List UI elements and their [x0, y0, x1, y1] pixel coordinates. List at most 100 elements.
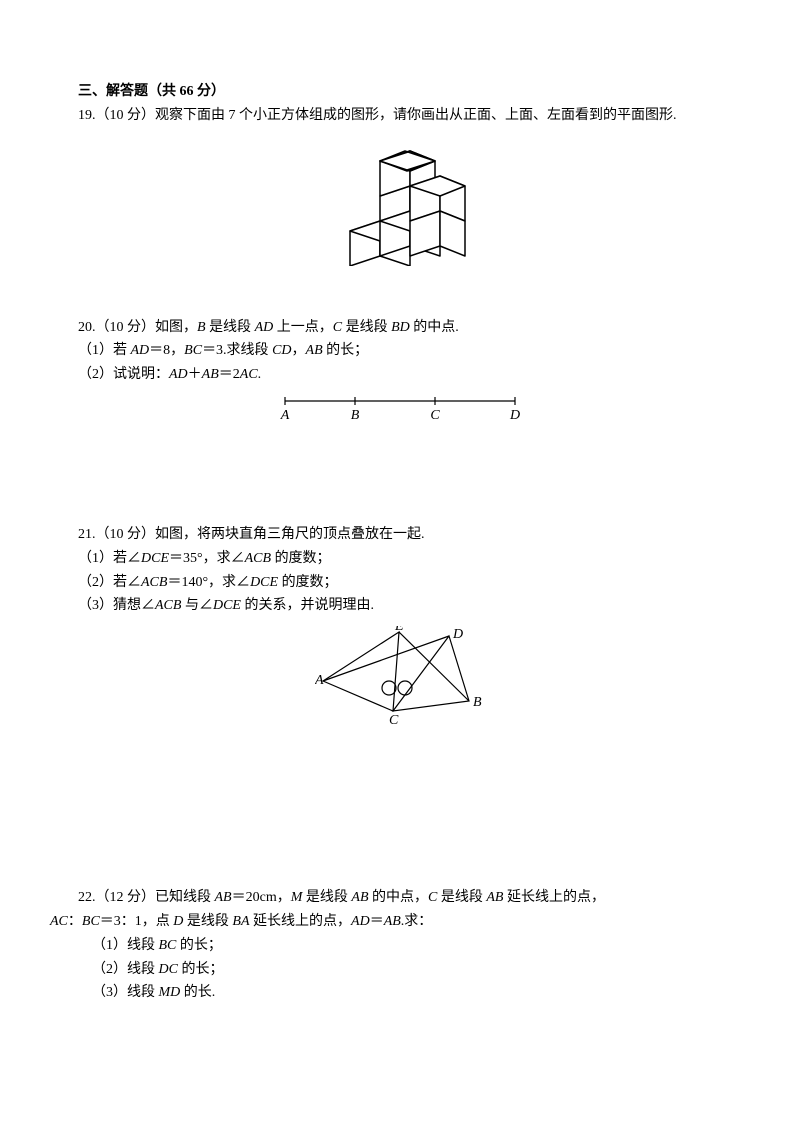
lbl-A: A: [280, 408, 290, 423]
t: 是线段: [437, 890, 486, 905]
v: ACB: [155, 598, 181, 613]
lbl-E: E: [394, 626, 404, 634]
q19-stem-text: 19.（10 分）观察下面由 7 个小正方体组成的图形，请你画出从正面、上面、左…: [78, 108, 677, 123]
v: AC: [50, 914, 68, 929]
t: 延长线上的点，: [503, 890, 605, 905]
t: ：: [68, 914, 82, 929]
t: （3）猜想∠: [78, 598, 155, 613]
t: ＝3.求线段: [202, 343, 272, 358]
t: ＝: [370, 914, 384, 929]
t: 是线段: [302, 890, 351, 905]
t: ＝140°，求∠: [167, 575, 250, 590]
v: AB: [306, 343, 323, 358]
t: ＝2: [219, 367, 240, 382]
t: 上一点，: [273, 320, 333, 335]
t: ，: [292, 343, 306, 358]
t: 20.（10 分）如图，: [78, 320, 197, 335]
t: ＋: [188, 367, 202, 382]
v: AB: [486, 890, 503, 905]
question-19: 19.（10 分）观察下面由 7 个小正方体组成的图形，请你画出从正面、上面、左…: [50, 104, 750, 266]
t: 是线段: [183, 914, 232, 929]
v: AB: [202, 367, 219, 382]
q19-stem: 19.（10 分）观察下面由 7 个小正方体组成的图形，请你画出从正面、上面、左…: [50, 104, 750, 128]
t: （2）若∠: [78, 575, 141, 590]
t: 的中点.: [410, 320, 459, 335]
t: （2）线段: [92, 962, 159, 977]
var-AD: AD: [255, 320, 274, 335]
v: AB: [215, 890, 232, 905]
lbl-B: B: [351, 408, 360, 423]
v: ACB: [141, 575, 167, 590]
t: ＝3：1，点: [100, 914, 174, 929]
question-22: 22.（12 分）已知线段 AB＝20cm，M 是线段 AB 的中点，C 是线段…: [50, 886, 750, 1005]
t: 的度数；: [271, 551, 331, 566]
q22-stem-line1: 22.（12 分）已知线段 AB＝20cm，M 是线段 AB 的中点，C 是线段…: [50, 886, 750, 910]
q19-figure: [50, 136, 750, 266]
v: M: [291, 890, 303, 905]
t: 的度数；: [278, 575, 338, 590]
q22-stem-line2: AC：BC＝3：1，点 D 是线段 BA 延长线上的点，AD＝AB.求：: [50, 910, 750, 934]
q20-part2: （2）试说明：AD＋AB＝2AC.: [50, 363, 750, 387]
t: （1）若: [78, 343, 131, 358]
v: DC: [159, 962, 178, 977]
var-BD: BD: [391, 320, 410, 335]
lbl-D: D: [452, 627, 463, 642]
t: 的长.: [180, 985, 215, 1000]
t: 的中点，: [369, 890, 429, 905]
v: DCE: [141, 551, 169, 566]
section-title: 三、解答题（共 66 分）: [50, 80, 750, 104]
v: DCE: [250, 575, 278, 590]
t: .求：: [401, 914, 433, 929]
t: .: [258, 367, 262, 382]
q21-part2: （2）若∠ACB＝140°，求∠DCE 的度数；: [50, 571, 750, 595]
t: （3）线段: [92, 985, 159, 1000]
v: D: [173, 914, 183, 929]
question-21: 21.（10 分）如图，将两块直角三角尺的顶点叠放在一起. （1）若∠DCE＝3…: [50, 523, 750, 726]
v: ACB: [245, 551, 271, 566]
q22-part1: （1）线段 BC 的长；: [50, 934, 750, 958]
q21-figure: A B C D E: [50, 626, 750, 726]
v: C: [428, 890, 437, 905]
q20-stem: 20.（10 分）如图，B 是线段 AD 上一点，C 是线段 BD 的中点.: [50, 316, 750, 340]
q21-part1: （1）若∠DCE＝35°，求∠ACB 的度数；: [50, 547, 750, 571]
t: ＝35°，求∠: [169, 551, 245, 566]
lbl-C: C: [430, 408, 440, 423]
v: CD: [272, 343, 291, 358]
v: BA: [232, 914, 249, 929]
v: AD: [131, 343, 150, 358]
q22-part3: （3）线段 MD 的长.: [50, 981, 750, 1005]
lbl-B: B: [473, 695, 482, 710]
t: 延长线上的点，: [250, 914, 352, 929]
v: BC: [82, 914, 100, 929]
v: BC: [159, 938, 177, 953]
t: 的长；: [176, 938, 222, 953]
t: （2）试说明：: [78, 367, 169, 382]
q21-stem: 21.（10 分）如图，将两块直角三角尺的顶点叠放在一起.: [50, 523, 750, 547]
q20-figure: A B C D: [50, 393, 750, 423]
t: （1）线段: [92, 938, 159, 953]
v: DCE: [213, 598, 241, 613]
t: 的长；: [178, 962, 224, 977]
lbl-A: A: [315, 673, 324, 688]
lbl-C: C: [389, 713, 399, 726]
t: 22.（12 分）已知线段: [78, 890, 215, 905]
t: 是线段: [206, 320, 255, 335]
v: AB: [351, 890, 368, 905]
q22-part2: （2）线段 DC 的长；: [50, 958, 750, 982]
t: 与∠: [181, 598, 213, 613]
t: 是线段: [342, 320, 391, 335]
v: BC: [184, 343, 202, 358]
t: （1）若∠: [78, 551, 141, 566]
var-B: B: [197, 320, 206, 335]
t: ＝20cm，: [232, 890, 291, 905]
t: 的关系，并说明理由.: [241, 598, 374, 613]
lbl-D: D: [509, 408, 520, 423]
t: ＝8，: [149, 343, 184, 358]
var-C: C: [333, 320, 342, 335]
v: AB: [384, 914, 401, 929]
question-20: 20.（10 分）如图，B 是线段 AD 上一点，C 是线段 BD 的中点. （…: [50, 316, 750, 423]
v: MD: [159, 985, 181, 1000]
t: 的长；: [323, 343, 369, 358]
v: AD: [169, 367, 188, 382]
v: AD: [351, 914, 370, 929]
